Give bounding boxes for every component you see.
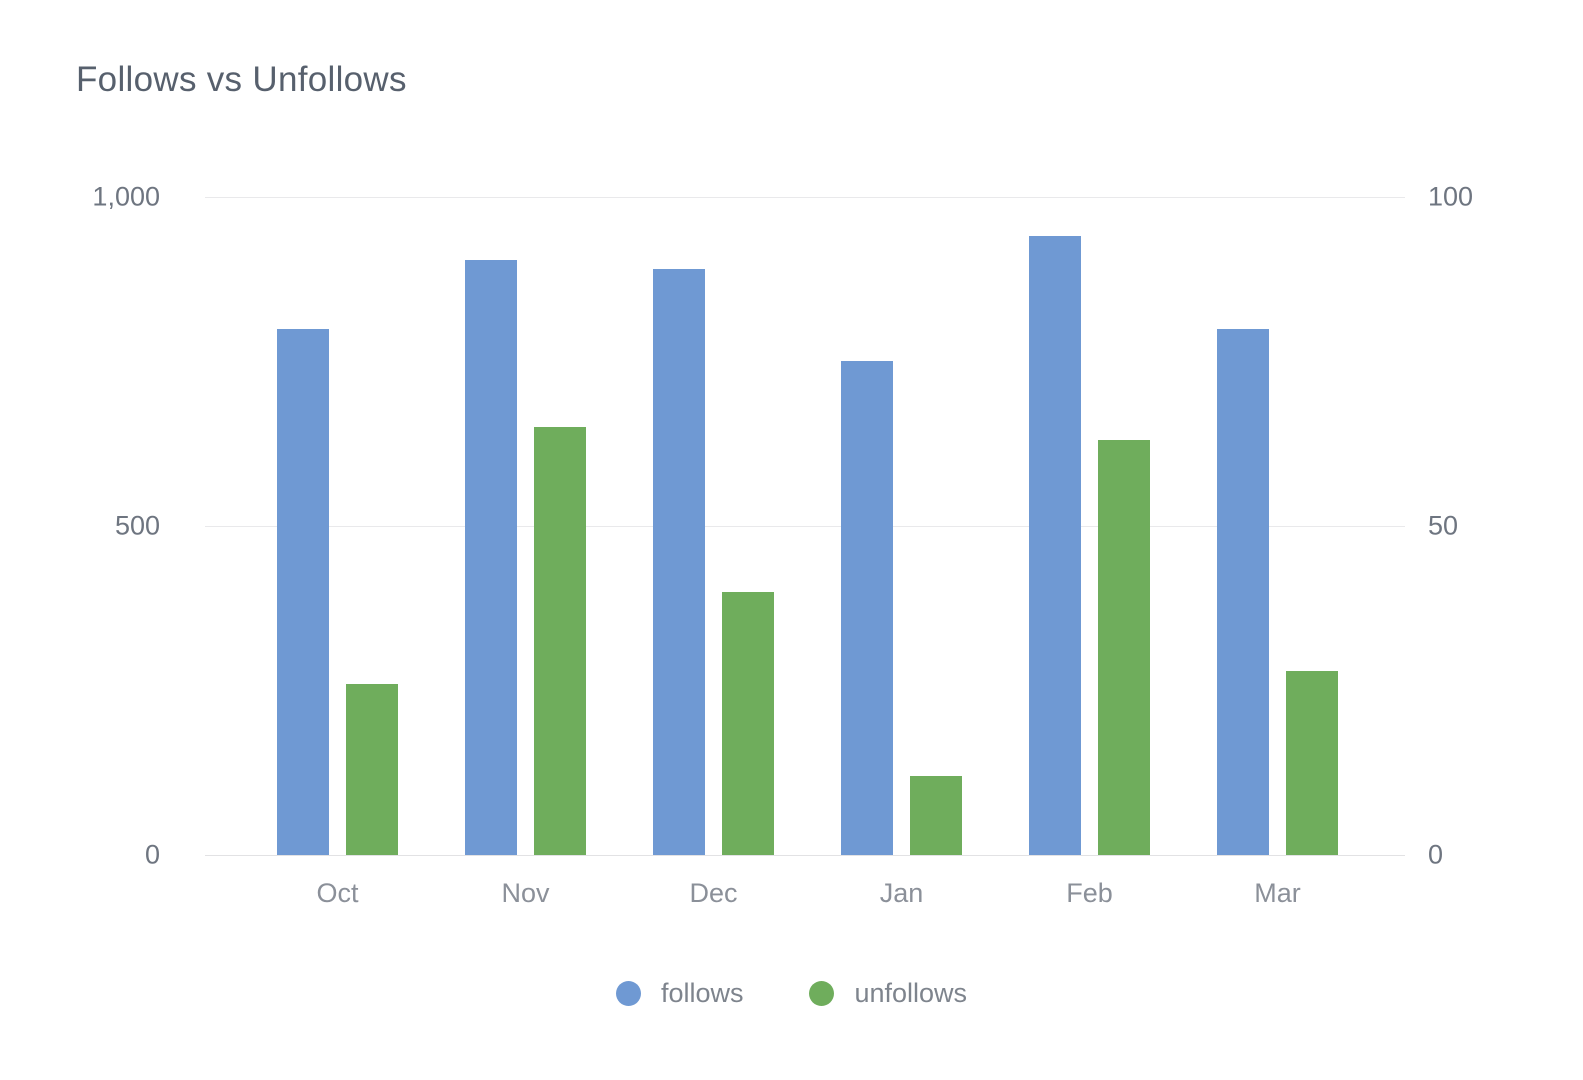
- gridline: [205, 526, 1405, 527]
- y-axis-tick-left: 0: [144, 839, 160, 870]
- bar-follows-mar: [1217, 329, 1269, 855]
- bar-group-mar: [1217, 329, 1338, 855]
- bar-group-dec: [653, 269, 774, 855]
- bar-follows-nov: [465, 260, 517, 855]
- y-axis-left: 1,000 500 0: [0, 182, 160, 870]
- gridline: [205, 197, 1405, 198]
- bar-unfollows-oct: [346, 684, 398, 855]
- bar-group-oct: [277, 329, 398, 855]
- bar-unfollows-mar: [1286, 671, 1338, 855]
- x-axis-label-mar: Mar: [1254, 878, 1301, 908]
- legend-label-unfollows: unfollows: [854, 978, 968, 1008]
- x-axis-label-jan: Jan: [879, 878, 924, 908]
- bar-follows-feb: [1029, 236, 1081, 855]
- x-axis-label-nov: Nov: [501, 878, 550, 908]
- bar-follows-jan: [841, 361, 893, 855]
- bar-unfollows-jan: [910, 776, 962, 855]
- bar-unfollows-nov: [534, 427, 586, 855]
- y-axis-tick-right: 50: [1428, 510, 1459, 541]
- legend-item-follows[interactable]: follows: [615, 978, 744, 1009]
- legend-item-unfollows[interactable]: unfollows: [809, 978, 967, 1009]
- bar-group-feb: [1029, 236, 1150, 855]
- y-axis-right: 100 50 0: [1428, 182, 1548, 870]
- legend-dot-unfollows: [809, 981, 835, 1006]
- bar-unfollows-dec: [722, 592, 774, 855]
- bar-group-nov: [465, 260, 586, 855]
- bar-follows-dec: [653, 269, 705, 855]
- y-axis-tick-right: 100: [1428, 181, 1474, 212]
- legend-label-follows: follows: [660, 978, 744, 1008]
- y-axis-tick-left: 500: [114, 510, 160, 541]
- x-axis-label-oct: Oct: [316, 878, 359, 908]
- legend-dot-follows: [615, 981, 641, 1006]
- x-axis-label-dec: Dec: [689, 878, 738, 908]
- x-axis-label-feb: Feb: [1066, 878, 1113, 908]
- bar-unfollows-feb: [1098, 440, 1150, 855]
- chart-title: Follows vs Unfollows: [76, 60, 407, 99]
- plot-area: [205, 197, 1405, 856]
- bar-group-jan: [841, 361, 962, 855]
- x-axis-baseline: [205, 855, 1405, 856]
- chart-legend: follows unfollows: [0, 978, 1583, 1009]
- y-axis-tick-right: 0: [1428, 839, 1444, 870]
- x-axis: Oct Nov Dec Jan Feb Mar: [205, 878, 1405, 918]
- bar-follows-oct: [277, 329, 329, 855]
- y-axis-tick-left: 1,000: [92, 181, 160, 212]
